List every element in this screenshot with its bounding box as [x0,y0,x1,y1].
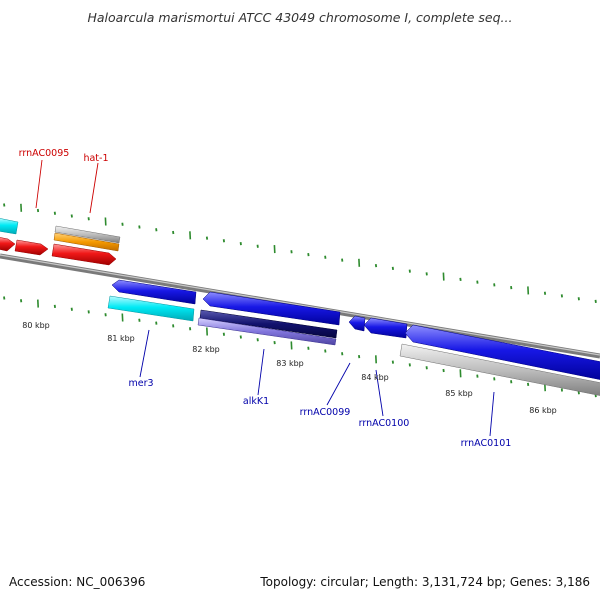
gray-feature-hat1[interactable] [54,225,121,244]
navy-feature-alkK1[interactable] [199,309,338,339]
gene-label-rrnAC0100[interactable]: rrnAC0100 [359,418,410,429]
cyan-feature-forward[interactable] [0,218,19,235]
scale-label-80kbp: 80 kbp [22,321,50,330]
gene-label-alkK1[interactable]: alkK1 [243,396,269,407]
scale-label-81kbp: 81 kbp [107,334,135,343]
gene-label-rrnAC0095[interactable]: rrnAC0095 [19,148,70,159]
forward-tick-row [3,203,597,304]
blue-feature-rrnAC0100[interactable] [363,317,408,339]
scale-labels: 80 kbp 81 kbp 82 kbp 83 kbp 84 kbp 85 kb… [22,321,557,415]
orange-feature-hat1[interactable] [53,232,120,252]
blue-feature-alkK1[interactable] [202,291,341,326]
scale-label-83kbp: 83 kbp [276,359,304,368]
forward-features [0,218,121,266]
gray-feature-rrnAC0101[interactable] [399,343,600,396]
backbone-highlight [0,254,600,356]
red-feature-rrnAC0095[interactable] [14,239,49,256]
leader-lines [35,159,495,437]
accession-text: Accession: NC_006396 [9,575,146,589]
reverse-tick-row [3,296,597,398]
gene-label-rrnAC0099[interactable]: rrnAC0099 [300,407,351,418]
topology-summary-text: Topology: circular; Length: 3,131,724 bp… [260,575,590,589]
red-feature-hat1[interactable] [51,243,117,266]
blue-feature-rrnAC0101[interactable] [404,324,600,380]
scale-label-82kbp: 82 kbp [192,345,220,354]
map-title: Haloarcula marismortui ATCC 43049 chromo… [87,10,513,25]
gene-label-mer3[interactable]: mer3 [128,378,153,389]
blue-feature-rrnAC0099[interactable] [348,315,366,332]
gene-labels: rrnAC0095 hat-1 mer3 alkK1 rrnAC0099 rrn… [19,148,512,449]
cyan-feature-mer3[interactable] [107,295,195,322]
red-feature-left[interactable] [0,237,16,252]
scale-label-86kbp: 86 kbp [529,406,557,415]
reverse-features [107,279,600,396]
scale-label-85kbp: 85 kbp [445,389,473,398]
gene-label-hat-1[interactable]: hat-1 [83,153,108,164]
blue-feature-mer3[interactable] [111,279,197,305]
gene-label-rrnAC0101[interactable]: rrnAC0101 [461,438,512,449]
scale-label-84kbp: 84 kbp [361,373,389,382]
purple-feature-alkK1[interactable] [197,317,337,346]
